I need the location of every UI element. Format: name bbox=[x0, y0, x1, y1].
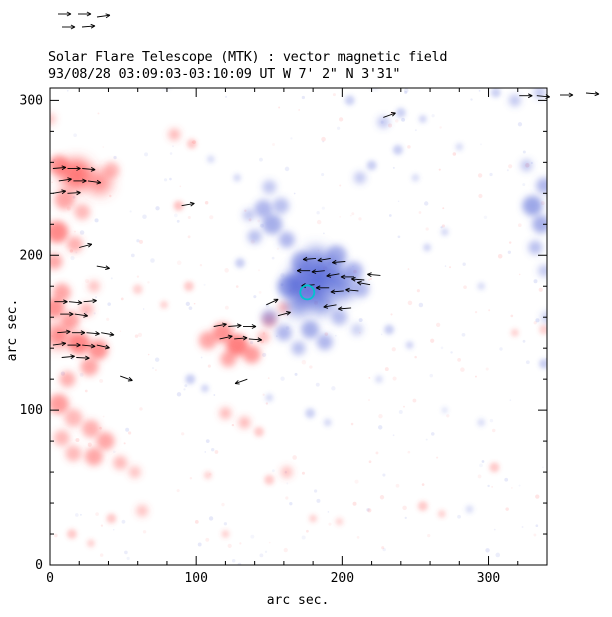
y-tick-label: 300 bbox=[20, 93, 43, 108]
y-axis-label: arc sec. bbox=[5, 299, 20, 362]
polarity-field-layer bbox=[50, 88, 547, 565]
axes-frame bbox=[49, 87, 548, 566]
y-tick-label: 0 bbox=[35, 558, 43, 573]
x-axis-label: arc sec. bbox=[267, 593, 330, 608]
plot-subtitle: 93/08/28 03:09:03-03:10:09 UT W 7' 2" N … bbox=[48, 66, 400, 82]
x-tick-label: 0 bbox=[46, 571, 54, 586]
x-tick-label: 100 bbox=[184, 571, 207, 586]
y-tick-label: 100 bbox=[20, 403, 43, 418]
plot-title: Solar Flare Telescope (MTK) : vector mag… bbox=[48, 49, 447, 65]
x-tick-label: 300 bbox=[477, 571, 500, 586]
x-tick-label: 200 bbox=[331, 571, 354, 586]
tick-labels: 0 100 200 300 0 100 200 300 bbox=[20, 93, 501, 586]
flare-site-marker bbox=[299, 284, 316, 301]
y-tick-label: 200 bbox=[20, 248, 43, 263]
